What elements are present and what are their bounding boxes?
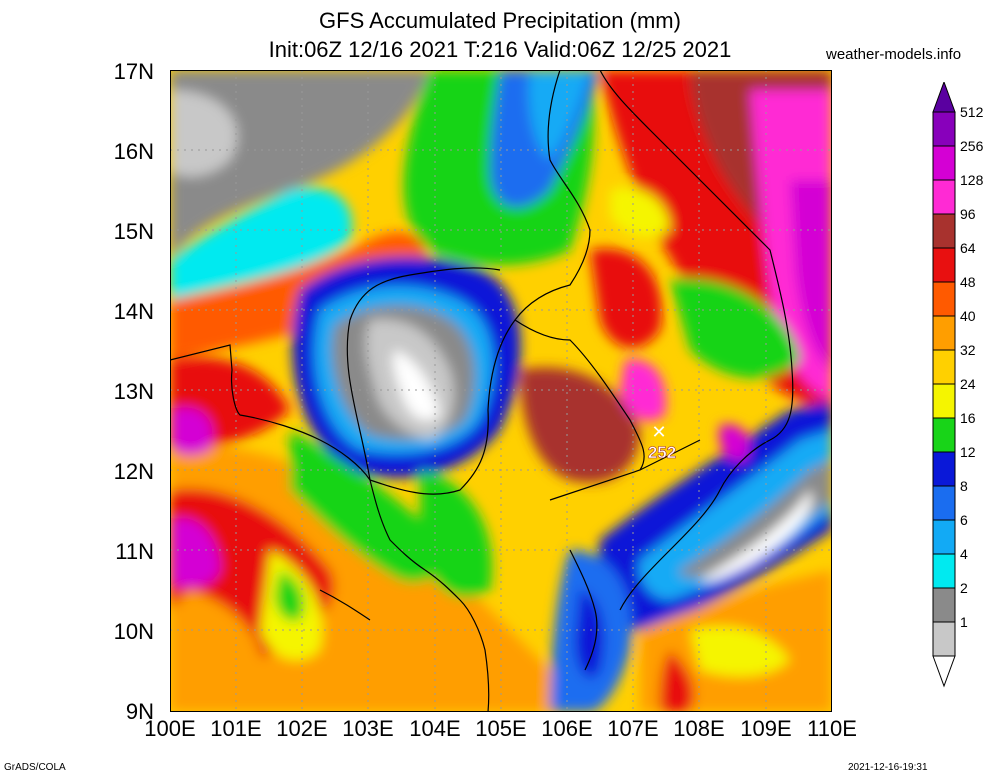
- legend-label: 256: [960, 138, 984, 154]
- legend-swatch: [932, 485, 956, 521]
- chart-title-line2: Init:06Z 12/16 2021 T:216 Valid:06Z 12/2…: [268, 37, 732, 62]
- lon-label-108e: 108E: [673, 716, 725, 741]
- map-frame: [170, 70, 832, 712]
- legend-swatch: [932, 383, 956, 419]
- lat-label-13n: 13N: [113, 379, 154, 404]
- legend-swatch: [932, 281, 956, 317]
- lat-label-17n: 17N: [113, 59, 154, 84]
- legend-label: 8: [960, 478, 968, 494]
- lat-label-15n: 15N: [113, 219, 154, 244]
- legend-swatch: [932, 349, 956, 385]
- legend-swatch: [932, 315, 956, 351]
- legend-label: 512: [960, 104, 984, 120]
- lon-label-105e: 105E: [475, 716, 527, 741]
- footer-timestamp: 2021-12-16-19:31: [848, 762, 928, 773]
- legend-swatch: [932, 111, 956, 147]
- chart-title-line1: GFS Accumulated Precipitation (mm): [319, 8, 681, 33]
- legend-arrow-top: [932, 82, 956, 113]
- legend-label: 40: [960, 308, 976, 324]
- legend-swatch: [932, 451, 956, 487]
- lat-label-16n: 16N: [113, 139, 154, 164]
- lon-label-103e: 103E: [342, 716, 394, 741]
- lon-label-107e: 107E: [607, 716, 659, 741]
- legend-swatch: [932, 553, 956, 589]
- precipitation-map: ✕ 252: [170, 70, 832, 712]
- legend-arrow-bottom: [932, 655, 956, 688]
- max-marker-symbol: ✕: [651, 422, 666, 443]
- legend-label: 96: [960, 206, 976, 222]
- graticule: [170, 70, 832, 712]
- lat-label-11n: 11N: [115, 539, 154, 564]
- max-marker-value: 252: [648, 443, 676, 462]
- color-legend: [932, 82, 956, 688]
- lat-label-14n: 14N: [113, 299, 154, 324]
- max-value-marker: ✕ 252: [648, 422, 677, 462]
- legend-label: 32: [960, 342, 976, 358]
- legend-label: 64: [960, 240, 976, 256]
- legend-swatch: [932, 587, 956, 623]
- legend-swatch: [932, 519, 956, 555]
- lat-label-10n: 10N: [113, 619, 154, 644]
- country-borders: [170, 70, 794, 712]
- legend-swatch: [932, 247, 956, 283]
- lon-label-109e: 109E: [740, 716, 792, 741]
- lon-label-104e: 104E: [409, 716, 461, 741]
- legend-label: 1: [960, 614, 968, 630]
- legend-swatch: [932, 145, 956, 181]
- legend-swatch: [932, 179, 956, 215]
- legend-label: 128: [960, 172, 984, 188]
- legend-label: 16: [960, 410, 976, 426]
- legend-label: 6: [960, 512, 968, 528]
- lat-label-9n: 9N: [125, 699, 154, 724]
- lon-label-110e: 110E: [807, 716, 857, 741]
- legend-swatch: [932, 417, 956, 453]
- legend-swatch: [932, 621, 956, 657]
- legend-swatch: [932, 213, 956, 249]
- lon-label-101e: 101E: [210, 716, 262, 741]
- lon-label-102e: 102E: [276, 716, 328, 741]
- legend-label: 48: [960, 274, 976, 290]
- legend-label: 12: [960, 444, 976, 460]
- lat-label-12n: 12N: [113, 459, 154, 484]
- legend-label: 2: [960, 580, 968, 596]
- footer-software: GrADS/COLA: [4, 762, 66, 773]
- lon-label-106e: 106E: [541, 716, 593, 741]
- lon-label-100e: 100E: [144, 716, 196, 741]
- legend-label: 24: [960, 376, 976, 392]
- precip-field: ✕ 252: [170, 70, 832, 712]
- legend-label: 4: [960, 546, 968, 562]
- site-credit: weather-models.info: [826, 46, 962, 63]
